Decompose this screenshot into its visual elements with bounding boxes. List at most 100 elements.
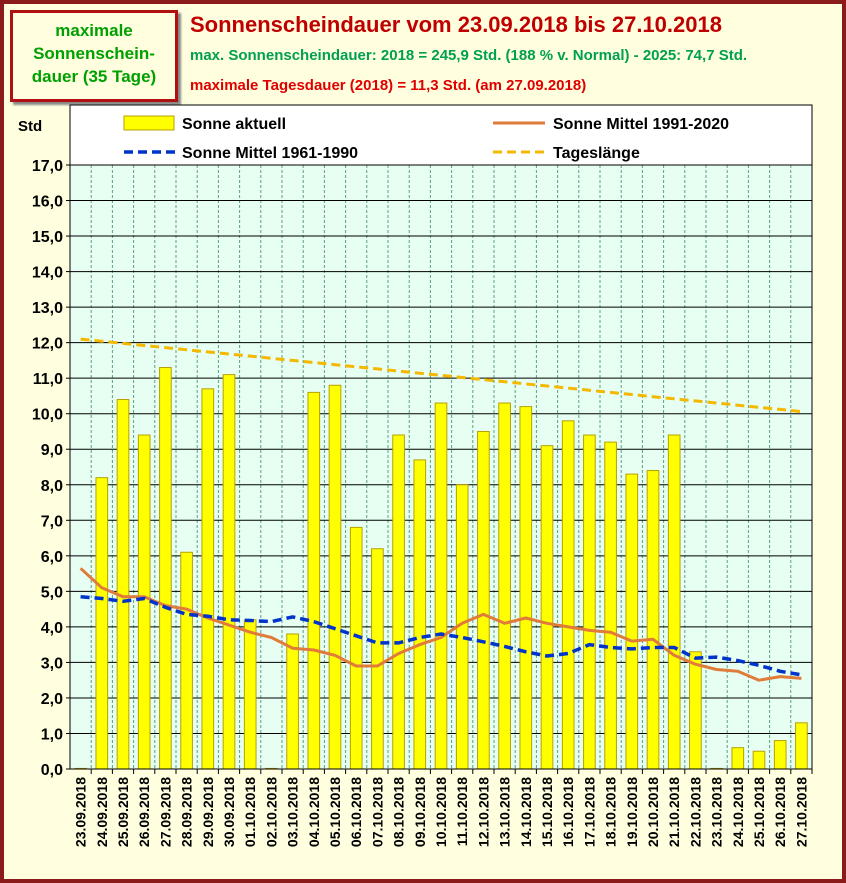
x-tick-label: 27.10.2018 (793, 777, 809, 847)
y-tick-label: 17,0 (32, 158, 63, 175)
x-tick-label: 20.10.2018 (645, 777, 661, 847)
x-tick-label: 05.10.2018 (327, 777, 343, 847)
bar-sonne-aktuell (413, 459, 427, 770)
bar-sonne-aktuell (795, 722, 808, 770)
y-tick-label: 13,0 (32, 300, 63, 317)
bar-sonne-aktuell (604, 441, 617, 770)
x-tick-label: 10.10.2018 (433, 777, 449, 847)
bar-sonne-aktuell (477, 430, 490, 770)
x-tick-label: 26.09.2018 (136, 777, 152, 847)
x-tick-label: 19.10.2018 (624, 777, 640, 847)
y-axis-label: Std (18, 118, 42, 135)
x-tick-label: 30.09.2018 (221, 777, 237, 847)
bar-sonne-aktuell (222, 374, 236, 770)
bar-sonne-aktuell (540, 445, 554, 770)
x-tick-label: 27.09.2018 (157, 777, 173, 847)
x-tick-label: 16.10.2018 (560, 777, 576, 847)
x-tick-label: 29.09.2018 (200, 777, 216, 847)
bar-sonne-aktuell (243, 619, 257, 770)
x-tick-label: 06.10.2018 (348, 777, 364, 847)
callout-line-1: maximale (55, 21, 133, 40)
y-tick-label: 8,0 (41, 478, 63, 495)
x-tick-label: 14.10.2018 (518, 777, 534, 847)
bar-sonne-aktuell (646, 470, 660, 770)
x-tick-label: 28.09.2018 (179, 777, 195, 847)
bar-sonne-aktuell (328, 384, 342, 770)
x-tick-label: 21.10.2018 (666, 777, 682, 847)
y-tick-label: 0,0 (41, 762, 63, 779)
bar-sonne-aktuell (561, 420, 575, 770)
bar-sonne-aktuell (625, 473, 639, 770)
line-series (79, 337, 802, 682)
bar-series (74, 367, 808, 770)
bar-sonne-aktuell (498, 402, 511, 770)
bar-sonne-aktuell (180, 551, 193, 770)
y-tick-label: 2,0 (41, 691, 63, 708)
x-tick-label: 18.10.2018 (603, 777, 619, 847)
bar-sonne-aktuell (307, 391, 321, 770)
x-tick-label: 02.10.2018 (263, 777, 279, 847)
x-tick-label: 04.10.2018 (306, 777, 322, 847)
line-mittel-1991-2020 (79, 567, 802, 682)
y-tick-label: 1,0 (41, 726, 63, 743)
legend: Sonne aktuell Sonne Mittel 1991-2020 Son… (69, 104, 813, 166)
x-tick-label: 25.10.2018 (751, 777, 767, 847)
bar-sonne-aktuell (201, 388, 215, 770)
bar-sonne-aktuell (349, 526, 363, 770)
x-tick-label: 24.10.2018 (730, 777, 746, 847)
x-tick-labels: 23.09.2018 24.09.2018 25.09.2018 26.09.2018… (73, 769, 813, 847)
x-tick-label: 13.10.2018 (497, 777, 513, 847)
bar-sonne-aktuell (392, 434, 405, 770)
bar-sonne-aktuell (137, 434, 151, 770)
y-tick-label: 7,0 (41, 513, 63, 530)
bar-sonne-aktuell (752, 750, 766, 770)
y-tick-label: 5,0 (41, 584, 63, 601)
x-tick-label: 25.09.2018 (115, 777, 131, 847)
y-tick-label: 3,0 (41, 655, 63, 672)
max-sunshine-callout: maximale Sonnenschein- dauer (35 Tage) (10, 10, 178, 102)
grid-lines (70, 165, 812, 769)
x-tick-label: 23.09.2018 (73, 777, 89, 847)
legend-box (69, 104, 813, 166)
x-tick-label: 08.10.2018 (391, 777, 407, 847)
bar-sonne-aktuell (773, 740, 787, 770)
callout-line-3: dauer (35 Tage) (31, 67, 157, 86)
subtitle-green: max. Sonnenscheindauer: 2018 = 245,9 Std… (190, 47, 748, 64)
bar-sonne-aktuell (667, 434, 681, 770)
x-tick-label: 23.10.2018 (709, 777, 725, 847)
bar-sonne-aktuell (95, 477, 109, 770)
legend-swatch-bar (123, 115, 175, 131)
x-tick-label: 22.10.2018 (687, 777, 703, 847)
plot-border (69, 164, 813, 770)
x-tick-label: 12.10.2018 (475, 777, 491, 847)
x-tick-label: 07.10.2018 (369, 777, 385, 847)
x-tick-label: 03.10.2018 (285, 777, 301, 847)
chart-title: Sonnenscheindauer vom 23.09.2018 bis 27.… (190, 12, 722, 37)
line-tageslaenge (80, 337, 802, 414)
legend-label-daylength: Tageslänge (553, 145, 640, 162)
y-tick-label: 11,0 (33, 371, 63, 388)
y-tick-label: 9,0 (41, 442, 63, 459)
y-tick-label: 14,0 (32, 265, 63, 282)
bar-sonne-aktuell (519, 406, 533, 770)
y-tick-labels: 0,0 1,0 2,0 3,0 4,0 5,0 6,0 7,0 8,0 9,0 10,0 11,0 12… (32, 158, 70, 779)
bar-sonne-aktuell (116, 398, 130, 770)
y-tick-label: 6,0 (41, 549, 63, 566)
y-tick-label: 15,0 (32, 229, 63, 246)
y-tick-label: 10,0 (32, 407, 63, 424)
x-tick-label: 24.09.2018 (94, 777, 110, 847)
bar-sonne-aktuell (689, 651, 702, 770)
x-tick-label: 15.10.2018 (539, 777, 555, 847)
x-tick-label: 11.10.2018 (454, 777, 470, 847)
subtitle-red: maximale Tagesdauer (2018) = 11,3 Std. (… (190, 77, 587, 94)
bar-sonne-aktuell (371, 548, 384, 770)
bar-sonne-aktuell (286, 633, 299, 770)
y-tick-label: 4,0 (41, 620, 63, 637)
bar-sonne-aktuell (583, 434, 596, 770)
bar-sonne-aktuell (159, 367, 172, 770)
line-mittel-1961-1990 (80, 594, 802, 677)
callout-line-2: Sonnenschein- (33, 44, 155, 63)
x-tick-label: 17.10.2018 (581, 777, 597, 847)
legend-label-1961: Sonne Mittel 1961-1990 (182, 145, 358, 162)
